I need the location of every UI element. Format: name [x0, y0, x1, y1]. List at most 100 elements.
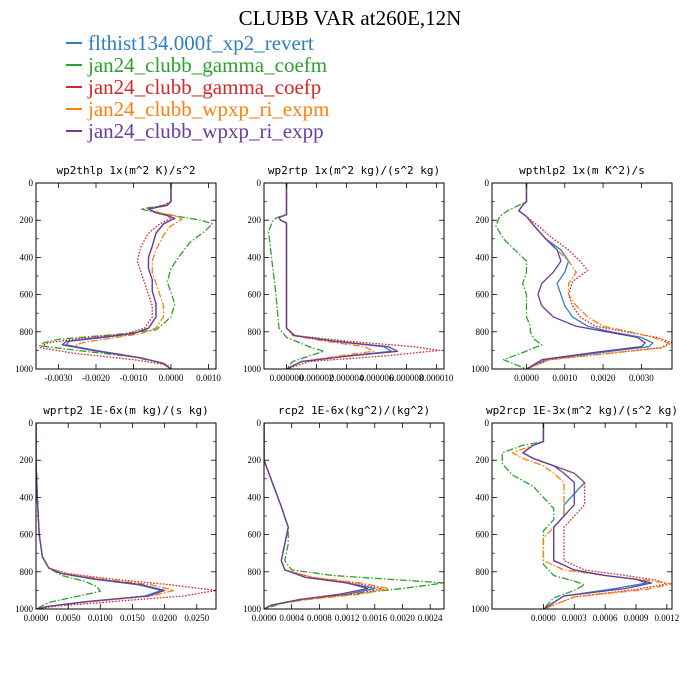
x-tick-label: 0.0150: [120, 613, 145, 623]
x-tick-label: 0.0012: [654, 613, 679, 623]
series-line: [264, 423, 376, 609]
y-tick-label: 1000: [471, 364, 490, 374]
panel: wp2rtp 1x(m^2 kg)/(s^2 kg) 0 200 400 600 800 1…: [243, 164, 454, 383]
series-line: [264, 423, 369, 609]
series-line: [264, 423, 444, 609]
legend-entry: jan24_clubb_wpxp_ri_expm: [66, 98, 329, 120]
series-line: [278, 183, 441, 369]
x-tick-label: 0.0003: [562, 613, 587, 623]
x-tick-label: 0.000008: [390, 373, 424, 383]
series-line: [36, 423, 216, 609]
legend-entry: flthist134.000f_xp2_revert: [66, 32, 329, 54]
x-tick-label: 0.0024: [418, 613, 443, 623]
series-line: [495, 183, 543, 369]
x-tick-label: 0.000002: [300, 373, 334, 383]
legend-swatch: [66, 130, 82, 132]
legend-label: jan24_clubb_gamma_coefm: [88, 53, 328, 77]
x-tick-label: 0.0010: [552, 373, 577, 383]
legend-swatch: [66, 86, 82, 88]
legend-swatch: [66, 64, 82, 66]
y-tick-label: 1000: [243, 364, 262, 374]
x-tick-label: 0.000004: [330, 373, 364, 383]
x-tick-label: 0.0000: [24, 613, 49, 623]
legend-label: flthist134.000f_xp2_revert: [88, 31, 314, 55]
series-group: [501, 423, 672, 609]
y-tick-label: 400: [248, 492, 262, 502]
y-tick-label: 400: [20, 492, 34, 502]
series-line: [36, 423, 101, 609]
x-tick-label: 0.0008: [307, 613, 332, 623]
series-line: [39, 183, 172, 369]
series-line: [518, 183, 654, 369]
series-group: [264, 423, 444, 609]
panel: wp2thlp 1x(m^2 K)/s^2 0 200 400 600 800 1000 -0…: [15, 164, 221, 383]
y-tick-label: 1000: [471, 604, 490, 614]
x-tick-label: 0.0020: [591, 373, 616, 383]
y-tick-label: 0: [29, 178, 34, 188]
y-tick-label: 1000: [15, 364, 34, 374]
x-tick-label: -0.0010: [120, 373, 148, 383]
legend-label: jan24_clubb_wpxp_ri_expp: [88, 119, 324, 143]
y-tick-label: 600: [248, 290, 262, 300]
series-line: [278, 183, 399, 369]
x-tick-label: 0.0004: [279, 613, 304, 623]
series-line: [278, 183, 375, 369]
y-tick-label: 800: [248, 567, 262, 577]
series-line: [36, 423, 163, 609]
x-tick-label: 0.0006: [593, 613, 618, 623]
y-tick-label: 0: [29, 418, 34, 428]
figure-title: CLUBB VAR at260E,12N: [238, 6, 462, 30]
panel-title: wp2thlp 1x(m^2 K)/s^2: [56, 164, 195, 177]
series-group: [495, 183, 672, 369]
y-tick-label: 600: [248, 530, 262, 540]
panel-title: wprtp2 1E-6x(m kg)/(s kg): [43, 404, 209, 417]
x-tick-label: 0.0000: [252, 613, 277, 623]
x-tick-label: 0.0000: [531, 613, 556, 623]
y-tick-label: 400: [20, 252, 34, 262]
series-line: [61, 183, 176, 369]
series-line: [522, 423, 647, 609]
series-line: [36, 423, 166, 609]
x-tick-label: 0.0000: [159, 373, 184, 383]
panel: wpthlp2 1x(m K^2)/s 0 200 400 600 800 1000 0.00…: [471, 164, 673, 383]
x-tick-label: 0.0050: [56, 613, 81, 623]
y-tick-label: 400: [248, 252, 262, 262]
y-tick-label: 200: [476, 215, 490, 225]
y-tick-label: 0: [257, 178, 262, 188]
y-tick-label: 600: [20, 290, 34, 300]
x-tick-label: 0.0100: [88, 613, 113, 623]
series-line: [264, 423, 383, 609]
y-tick-label: 1000: [15, 604, 34, 614]
y-tick-label: 800: [20, 327, 34, 337]
y-tick-label: 200: [248, 455, 262, 465]
legend-swatch: [66, 108, 82, 110]
y-tick-label: 1000: [243, 604, 262, 614]
x-tick-label: 0.0200: [152, 613, 177, 623]
x-tick-label: 0.000000: [270, 373, 304, 383]
panel: wprtp2 1E-6x(m kg)/(s kg) 0 200 400 600 800 10…: [15, 404, 217, 623]
series-group: [267, 183, 441, 369]
y-tick-label: 800: [20, 567, 34, 577]
y-tick-label: 200: [20, 215, 34, 225]
y-tick-label: 0: [485, 418, 490, 428]
series-line: [518, 183, 646, 369]
legend-swatch: [66, 42, 82, 44]
x-tick-label: 0.0030: [629, 373, 654, 383]
panel-title: wpthlp2 1x(m K^2)/s: [519, 164, 645, 177]
x-tick-label: -0.0030: [45, 373, 73, 383]
x-tick-label: 0.0000: [514, 373, 539, 383]
series-line: [501, 423, 586, 609]
panel-title: wp2rtp 1x(m^2 kg)/(s^2 kg): [268, 164, 440, 177]
y-tick-label: 600: [20, 530, 34, 540]
y-tick-label: 0: [257, 418, 262, 428]
series-group: [36, 423, 216, 609]
panel: rcp2 1E-6x(kg^2)/(kg^2) 0 200 400 600 800 1000…: [243, 404, 445, 623]
y-tick-label: 400: [476, 252, 490, 262]
x-tick-label: 0.0250: [184, 613, 209, 623]
legend-entry: jan24_clubb_gamma_coefm: [66, 54, 329, 76]
panel: wp2rcp 1E-3x(m^2 kg)/(s^2 kg)0 200 400 600 8…: [471, 404, 679, 623]
panel-title: wp2rcp 1E-3x(m^2 kg)/(s^2 kg): [486, 404, 678, 417]
legend-label: jan24_clubb_wpxp_ri_expm: [88, 97, 330, 121]
y-tick-label: 800: [476, 327, 490, 337]
y-tick-label: 800: [476, 567, 490, 577]
